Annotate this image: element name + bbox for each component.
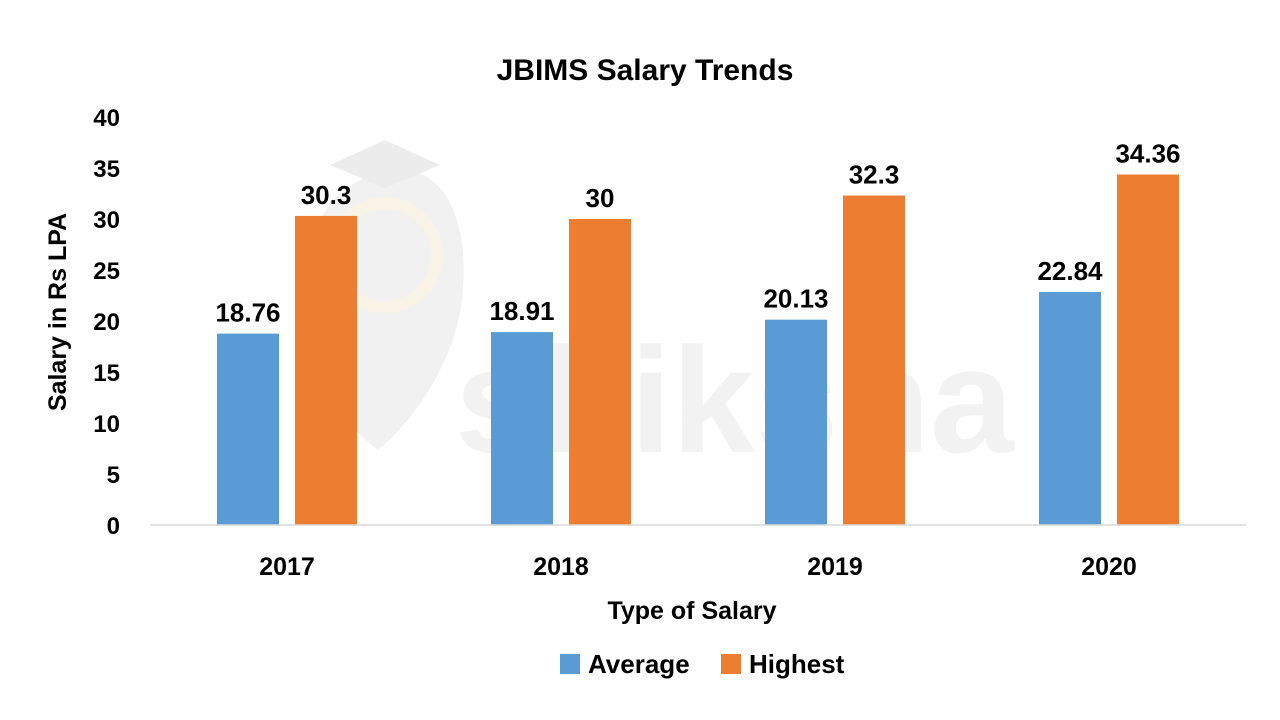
watermark: shiksha (300, 140, 1015, 484)
y-tick-label: 30 (93, 207, 120, 234)
bar-data-labels: 18.76 30.3 18.91 30 20.13 32.3 22.84 34.36 (215, 139, 1180, 328)
data-label-average-2017: 18.76 (215, 298, 280, 328)
x-axis-ticks: 2017 2018 2019 2020 (259, 553, 1137, 581)
bar-highest-2018 (569, 219, 631, 525)
data-label-average-2019: 20.13 (763, 284, 828, 314)
bar-highest-2019 (843, 195, 905, 526)
y-tick-label: 0 (107, 513, 120, 540)
data-label-highest-2019: 32.3 (849, 160, 900, 190)
x-tick-label: 2018 (533, 553, 589, 581)
data-label-highest-2018: 30 (586, 183, 615, 213)
legend-label-average: Average (588, 649, 690, 679)
x-tick-label: 2020 (1081, 553, 1137, 581)
y-tick-label: 10 (93, 411, 120, 438)
data-label-average-2018: 18.91 (489, 296, 554, 326)
y-tick-label: 20 (93, 309, 120, 336)
legend-swatch-average (560, 654, 580, 674)
x-axis-title: Type of Salary (607, 597, 776, 625)
bar-highest-2017 (295, 215, 357, 525)
legend: Average Highest (560, 649, 845, 679)
bar-highest-2020 (1117, 174, 1179, 525)
y-tick-label: 40 (93, 105, 120, 132)
y-tick-label: 15 (93, 360, 120, 387)
y-tick-label: 25 (93, 258, 120, 285)
data-label-highest-2020: 34.36 (1115, 139, 1180, 169)
chart-title: JBIMS Salary Trends (497, 54, 794, 87)
data-label-highest-2017: 30.3 (301, 180, 352, 210)
bar-average-2018 (491, 332, 553, 525)
legend-label-highest: Highest (749, 649, 845, 679)
x-tick-label: 2017 (259, 553, 315, 581)
y-tick-label: 5 (107, 462, 120, 489)
bar-average-2020 (1039, 292, 1101, 525)
y-axis-title: Salary in Rs LPA (44, 213, 72, 411)
bar-average-2019 (765, 319, 827, 525)
x-tick-label: 2019 (807, 553, 863, 581)
y-tick-label: 35 (93, 156, 120, 183)
data-label-average-2020: 22.84 (1037, 256, 1103, 286)
y-axis-ticks: 0 5 10 15 20 25 30 35 40 (93, 105, 120, 540)
bar-average-2017 (217, 333, 279, 525)
bars (217, 174, 1179, 526)
legend-swatch-highest (721, 654, 741, 674)
